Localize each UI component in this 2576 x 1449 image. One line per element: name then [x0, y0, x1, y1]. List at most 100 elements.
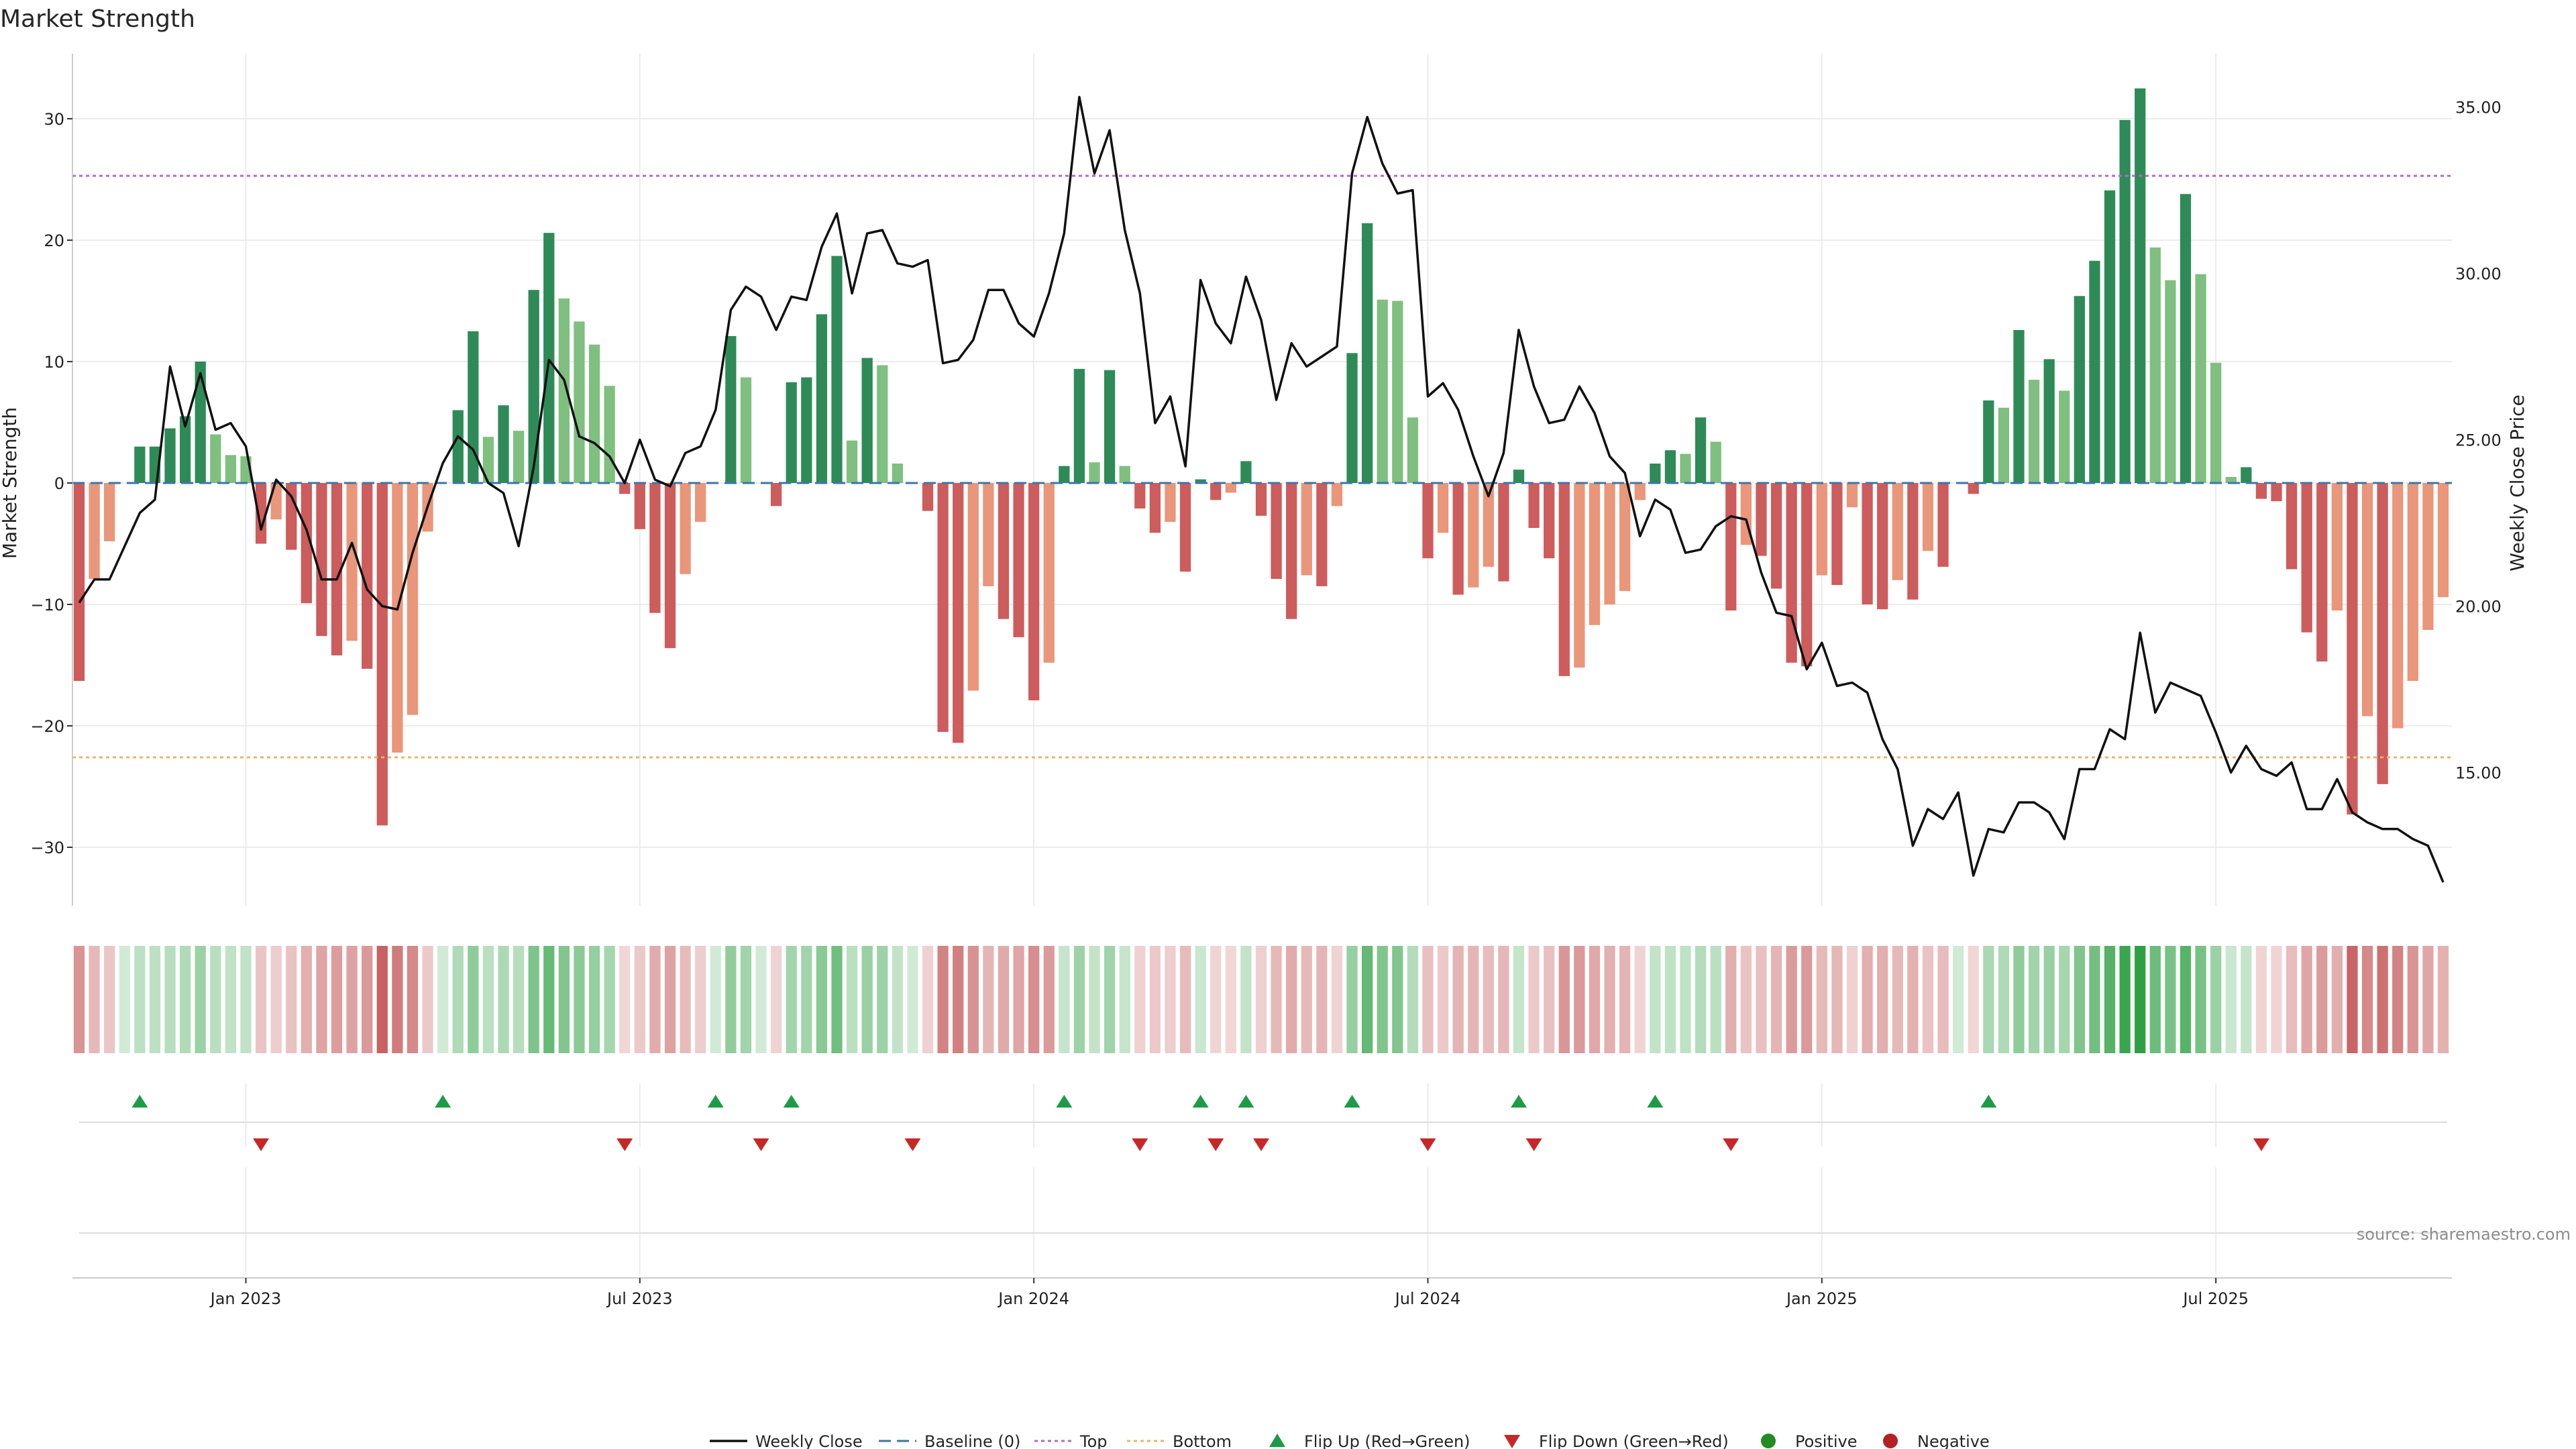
- heat-cell: [1952, 946, 1964, 1053]
- heat-cell: [2286, 946, 2298, 1053]
- strength-bar: [1286, 483, 1297, 619]
- strength-bar: [2119, 119, 2131, 483]
- strength-bar: [1998, 407, 2010, 483]
- strength-bar: [1271, 483, 1282, 579]
- strength-bar: [937, 483, 949, 733]
- strength-bar: [1089, 462, 1100, 483]
- flip-markers-panel: [79, 1095, 2447, 1151]
- heat-cell: [1210, 946, 1222, 1053]
- strength-bar: [1346, 353, 1358, 483]
- y-axis-title: Market Strength: [0, 407, 21, 559]
- heat-cell: [1801, 946, 1813, 1053]
- strength-bar: [2043, 359, 2055, 483]
- strength-bar: [816, 314, 828, 483]
- x-tick-label: Jul 2023: [606, 1289, 673, 1308]
- heat-cell: [1483, 946, 1494, 1053]
- heat-cell: [1907, 946, 1919, 1053]
- strength-bar: [543, 233, 555, 483]
- y2-tick-label: 30.00: [2455, 265, 2502, 284]
- strength-bar: [452, 410, 464, 483]
- strength-bar: [1968, 483, 1979, 494]
- heat-cell: [2104, 946, 2116, 1053]
- heat-cell: [422, 946, 433, 1053]
- strength-bar: [1710, 441, 1721, 483]
- x-tick-label: Jan 2024: [997, 1289, 1069, 1308]
- strength-bar: [210, 434, 221, 483]
- strength-bar: [1846, 483, 1858, 508]
- heat-cell: [179, 946, 191, 1053]
- strength-bar: [558, 298, 570, 483]
- heat-cell: [2377, 946, 2388, 1053]
- strength-bar: [2210, 362, 2222, 483]
- heat-cell: [1786, 946, 1797, 1053]
- heat-cell: [770, 946, 782, 1053]
- strength-bar: [1316, 483, 1328, 586]
- flip-down-marker: [1132, 1138, 1148, 1151]
- strength-bar: [362, 483, 373, 669]
- strength-bar: [1210, 483, 1222, 500]
- strength-bar: [1816, 483, 1827, 576]
- heat-cell: [604, 946, 615, 1053]
- strength-bar: [1937, 483, 1949, 567]
- strength-bar: [740, 377, 752, 483]
- strength-bar: [634, 483, 645, 529]
- strength-bar: [1240, 461, 1252, 483]
- strength-bar: [1468, 483, 1479, 588]
- strength-bar: [2361, 483, 2373, 716]
- heat-cell: [1073, 946, 1085, 1053]
- heat-cell: [892, 946, 903, 1053]
- strength-bar: [2074, 296, 2085, 483]
- strength-bar: [786, 382, 797, 483]
- heat-cell: [1498, 946, 1509, 1053]
- heat-cell: [1134, 946, 1146, 1053]
- heat-cell: [1437, 946, 1449, 1053]
- heat-cell: [2028, 946, 2040, 1053]
- strength-heat-strip: [73, 946, 2449, 1053]
- strength-bar: [346, 483, 358, 641]
- strength-bar: [2180, 194, 2192, 483]
- heat-cell: [786, 946, 797, 1053]
- heat-cell: [1740, 946, 1752, 1053]
- flip-up-marker: [1647, 1095, 1664, 1108]
- heat-cell: [664, 946, 676, 1053]
- axes: 30 20 10 0 −10 −20 −30 35.00 30.00 25.00 20.00 15.0…: [30, 54, 2502, 906]
- strength-bar: [695, 483, 706, 522]
- heat-cell: [2347, 946, 2358, 1053]
- strength-bar: [498, 405, 509, 483]
- heat-cell: [1650, 946, 1661, 1053]
- y-tick-label: −20: [30, 717, 64, 736]
- heat-cell: [2392, 946, 2404, 1053]
- strength-bar: [998, 483, 1010, 619]
- heat-cell: [73, 946, 85, 1053]
- close-price-layer: [78, 95, 2445, 883]
- strength-bar: [967, 483, 979, 691]
- strength-bar: [1483, 483, 1494, 567]
- strength-bar: [1725, 483, 1737, 611]
- heat-cell: [1544, 946, 1555, 1053]
- heat-cell: [2195, 946, 2206, 1053]
- heat-cell: [1104, 946, 1116, 1053]
- heat-cell: [1695, 946, 1707, 1053]
- strength-bars: [73, 88, 2449, 826]
- heat-cell: [1998, 946, 2010, 1053]
- strength-bar: [877, 365, 888, 483]
- heat-cell: [270, 946, 282, 1053]
- heat-cell: [1377, 946, 1388, 1053]
- strength-bar: [1907, 483, 1919, 600]
- strength-bar: [1043, 483, 1055, 663]
- strength-bar: [1634, 483, 1646, 500]
- strength-bar: [953, 483, 964, 743]
- strength-bar: [604, 386, 615, 483]
- y-tick-label: 30: [44, 110, 64, 129]
- y2-tick-label: 25.00: [2455, 431, 2502, 450]
- strength-bar: [376, 483, 388, 826]
- strength-bar: [1013, 483, 1024, 637]
- heat-cell: [119, 946, 130, 1053]
- strength-bar: [2165, 280, 2176, 483]
- heat-cell: [210, 946, 221, 1053]
- heat-cell: [2225, 946, 2237, 1053]
- legend-swatch-flip-up: [1269, 1434, 1285, 1447]
- strength-bar: [2392, 483, 2404, 729]
- heat-cell: [1331, 946, 1343, 1053]
- heat-cell: [801, 946, 812, 1053]
